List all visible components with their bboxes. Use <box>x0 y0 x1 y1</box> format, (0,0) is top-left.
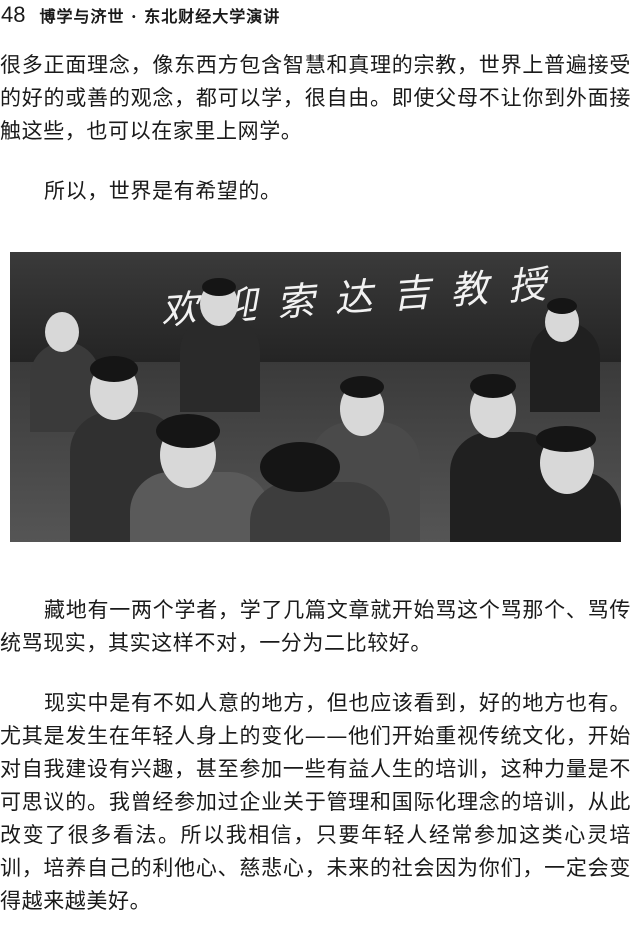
welcome-banner: 欢迎索达吉教授 <box>10 252 621 362</box>
paragraph-4: 现实中是有不如人意的地方，但也应该看到，好的地方也有。尤其是发生在年轻人身上的变… <box>0 691 631 913</box>
top-text: 很多正面理念，像东西方包含智慧和真理的宗教，世界上普遍接受的好的或善的观念，都可… <box>0 49 631 208</box>
running-head: 博学与济世 · 东北财经大学演讲 <box>39 7 281 26</box>
lecture-photo: 欢迎索达吉教授 <box>10 252 621 542</box>
paragraph-1: 很多正面理念，像东西方包含智慧和真理的宗教，世界上普遍接受的好的或善的观念，都可… <box>0 53 631 143</box>
page-number: 48 <box>1 2 26 27</box>
page-header: 48 博学与济世 · 东北财经大学演讲 <box>0 0 631 30</box>
paragraph-3: 藏地有一两个学者，学了几篇文章就开始骂这个骂那个、骂传统骂现实，其实这样不对，一… <box>0 598 631 655</box>
bottom-text: 藏地有一两个学者，学了几篇文章就开始骂这个骂那个、骂传统骂现实，其实这样不对，一… <box>0 594 631 918</box>
audience-crowd <box>10 278 621 542</box>
paragraph-2: 所以，世界是有希望的。 <box>44 179 282 203</box>
